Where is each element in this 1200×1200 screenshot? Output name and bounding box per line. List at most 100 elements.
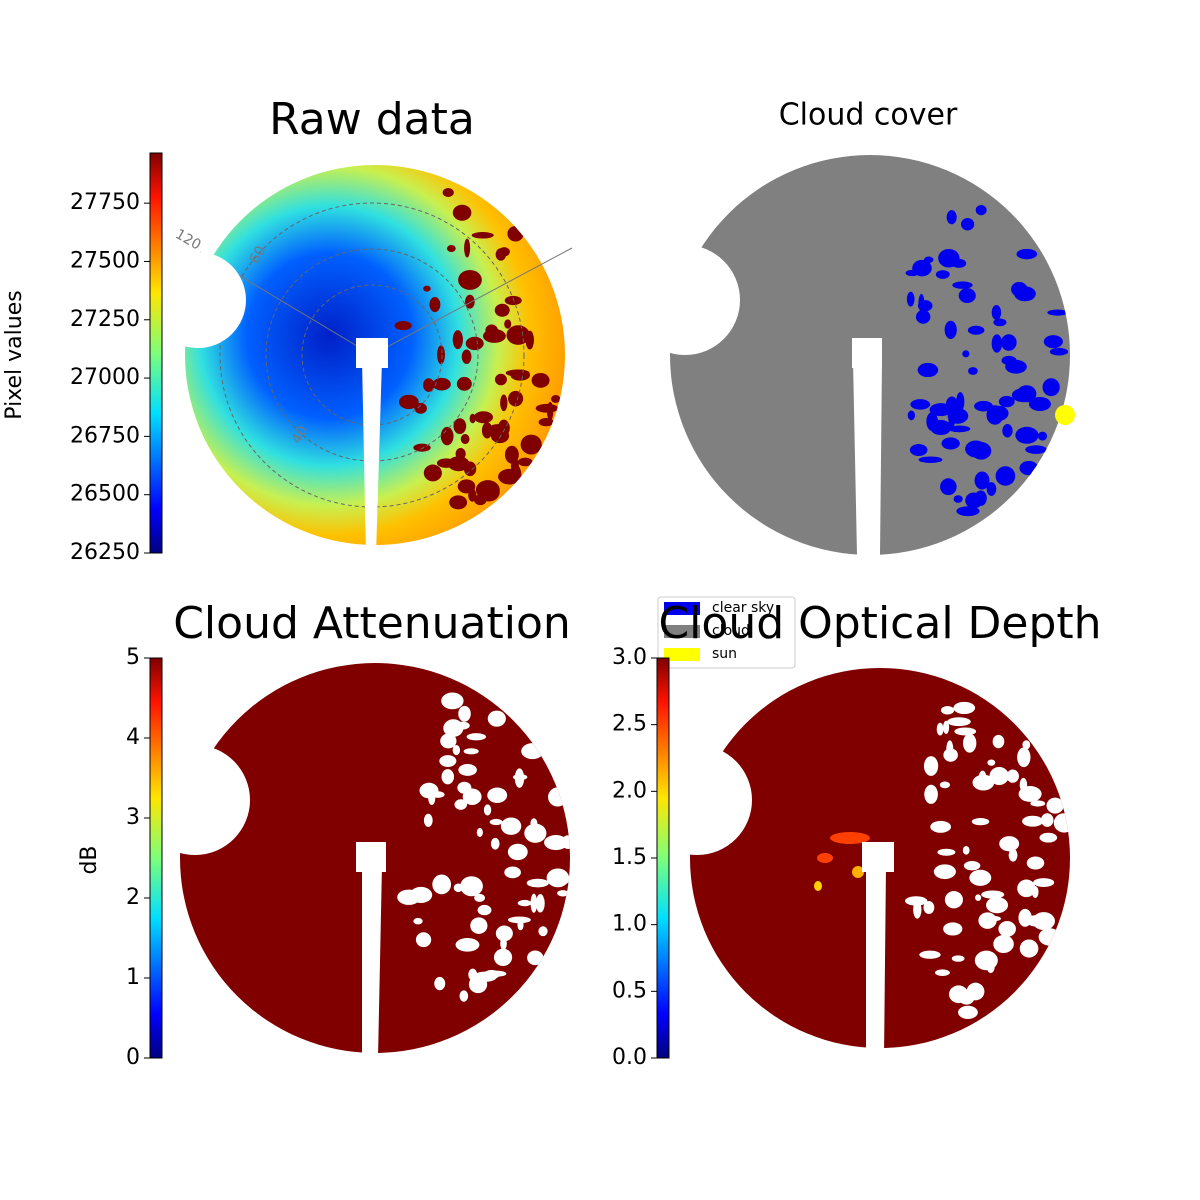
- blob: [993, 318, 1007, 327]
- blob: [489, 818, 503, 826]
- blob: [915, 309, 931, 324]
- tick-label: 26500: [70, 482, 140, 507]
- blob: [912, 259, 932, 277]
- blob: [461, 349, 472, 364]
- blob: [476, 827, 483, 837]
- blob: [434, 976, 446, 991]
- blob: [432, 874, 452, 895]
- blob: [495, 925, 513, 942]
- tick-label: 1.0: [612, 912, 647, 937]
- blob: [958, 1005, 978, 1019]
- blob: [940, 705, 955, 715]
- blob: [1025, 445, 1047, 454]
- blob: [481, 422, 493, 439]
- blob: [512, 465, 522, 485]
- blob: [930, 820, 952, 833]
- blob: [923, 756, 939, 776]
- blob: [1014, 286, 1036, 302]
- blob: [441, 692, 464, 710]
- blob: [966, 982, 985, 1001]
- blob: [453, 418, 467, 435]
- blob: [397, 889, 421, 905]
- blob: [987, 759, 996, 766]
- blob: [998, 395, 1015, 408]
- tick-label: 0.0: [612, 1045, 647, 1070]
- blob: [923, 900, 935, 914]
- blob: [998, 920, 1016, 937]
- blob: [455, 938, 480, 952]
- blob: [956, 392, 965, 412]
- blob: [471, 232, 494, 239]
- blob: [975, 894, 982, 901]
- blob: [460, 433, 470, 445]
- blob: [986, 897, 1009, 914]
- legend-swatch: [664, 648, 700, 661]
- blob: [452, 330, 463, 350]
- blob: [941, 437, 960, 450]
- blob: [454, 799, 468, 810]
- blob: [557, 890, 569, 897]
- tick-label: 3.0: [612, 645, 647, 670]
- legend-label: clear sky: [712, 600, 774, 616]
- blob: [1049, 347, 1069, 356]
- blob: [458, 270, 482, 290]
- blob: [1033, 878, 1055, 887]
- blob: [487, 710, 506, 727]
- colorbar: [656, 657, 670, 1059]
- blob: [939, 781, 951, 789]
- blob: [906, 291, 915, 307]
- blob: [948, 425, 971, 433]
- blob: [1000, 334, 1017, 351]
- blob: [458, 764, 477, 776]
- blob: [473, 411, 493, 424]
- blob: [999, 836, 1020, 852]
- blob: [500, 394, 508, 412]
- blob: [946, 740, 954, 759]
- blob: [437, 345, 445, 365]
- blob: [442, 188, 454, 197]
- blob: [506, 325, 530, 345]
- blob: [943, 922, 963, 936]
- blob: [963, 860, 981, 871]
- blob: [440, 733, 457, 749]
- blob: [500, 936, 507, 951]
- blob: [1008, 848, 1018, 862]
- blob: [938, 248, 960, 268]
- blob: [413, 917, 423, 925]
- blob: [1024, 430, 1037, 440]
- blob: [514, 768, 525, 788]
- blob: [1022, 740, 1031, 750]
- blob: [546, 868, 570, 888]
- blob: [1042, 378, 1060, 397]
- blob: [970, 442, 992, 460]
- blob: [419, 782, 439, 799]
- blob: [952, 281, 973, 289]
- blob: [1018, 786, 1042, 802]
- blob: [466, 733, 487, 741]
- legend-swatch: [664, 625, 700, 638]
- blob: [962, 846, 970, 855]
- legend-label: sun: [712, 646, 737, 662]
- blob: [488, 424, 508, 434]
- blob: [1019, 460, 1039, 476]
- blob: [495, 248, 507, 261]
- colorbar: [149, 152, 163, 554]
- blob: [974, 490, 987, 506]
- tick-label: 0: [126, 1045, 140, 1070]
- blob: [1016, 385, 1037, 403]
- blob: [1022, 815, 1044, 827]
- blob: [475, 480, 500, 500]
- polar-label: 60: [247, 243, 270, 266]
- blob: [415, 932, 432, 948]
- blob: [958, 288, 976, 303]
- blob: [969, 869, 992, 886]
- tick-label: 27750: [70, 190, 140, 215]
- blob: [1039, 832, 1058, 843]
- blob: [909, 443, 928, 456]
- blob: [1046, 797, 1064, 814]
- blob: [490, 837, 500, 850]
- blob: [972, 774, 995, 791]
- tick-label: 26750: [70, 423, 140, 448]
- blob: [460, 876, 483, 897]
- blob: [458, 705, 471, 722]
